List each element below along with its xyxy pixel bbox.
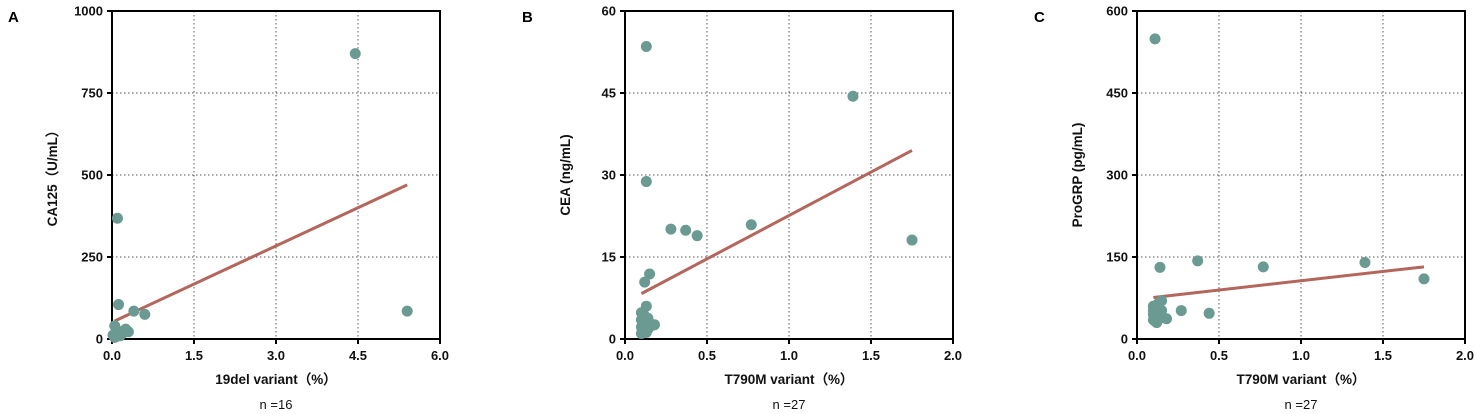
- y-tick-label: 30: [602, 168, 616, 183]
- y-tick-label: 0: [609, 332, 616, 347]
- data-point: [1192, 255, 1204, 267]
- y-tick-label: 500: [81, 168, 103, 183]
- data-point: [1359, 256, 1371, 268]
- x-tick-label: 2.0: [944, 348, 962, 363]
- regression-line: [114, 183, 408, 323]
- data-point: [349, 48, 361, 60]
- sample-size-label: n =16: [260, 397, 293, 412]
- data-point: [120, 323, 132, 335]
- data-point: [1151, 299, 1163, 311]
- data-point: [111, 212, 123, 224]
- data-point: [639, 276, 651, 288]
- x-tick-label: 1.5: [185, 348, 203, 363]
- data-point: [665, 223, 677, 235]
- data-point: [1154, 309, 1166, 321]
- regression-line: [1153, 265, 1425, 299]
- y-axis-label: CA125（U/mL）: [45, 124, 60, 227]
- x-tick-label: 1.5: [862, 348, 880, 363]
- data-point: [1257, 261, 1269, 273]
- y-axis-label: ProGRP (pg/mL): [1070, 123, 1085, 228]
- data-point: [1418, 273, 1430, 285]
- panel-letter: C: [1034, 9, 1045, 26]
- y-tick-label: 0: [1121, 332, 1128, 347]
- x-tick-label: 3.0: [267, 348, 285, 363]
- data-point: [640, 176, 652, 188]
- x-tick-label: 0.5: [1210, 348, 1228, 363]
- data-point: [680, 224, 692, 236]
- panel-c: 0.0 0.5 1.0 1.5 2.0 0 150 300 450 600 T790M varian…: [1034, 4, 1474, 413]
- data-point: [109, 331, 121, 343]
- x-tick-label: 0.0: [1128, 348, 1146, 363]
- y-tick-label: 450: [1106, 86, 1128, 101]
- panel-letter: B: [522, 9, 533, 26]
- data-point: [1149, 33, 1161, 45]
- data-point: [128, 305, 140, 317]
- panel-a: 0.0 1.5 3.0 4.5 6.0 0 250 500 750 1000 19del varia…: [8, 4, 449, 413]
- y-tick-label: 300: [1106, 168, 1128, 183]
- data-point: [644, 268, 656, 280]
- x-axis-label: T790M variant（%）: [1236, 372, 1365, 387]
- y-tick-label: 60: [602, 4, 616, 19]
- x-tick-label: 0.5: [698, 348, 716, 363]
- x-tick-label: 0.0: [103, 348, 121, 363]
- panel-b: 0.0 0.5 1.0 1.5 2.0 0 15 30 45 60 T790M variant（%）…: [522, 4, 962, 413]
- panel-letter: A: [8, 9, 19, 26]
- data-point: [1154, 261, 1166, 273]
- y-tick-label: 1000: [74, 4, 103, 19]
- x-tick-label: 1.5: [1374, 348, 1392, 363]
- y-tick-label: 0: [96, 332, 103, 347]
- data-point: [1203, 307, 1215, 319]
- x-tick-label: 2.0: [1456, 348, 1474, 363]
- x-tick-label: 0.0: [616, 348, 634, 363]
- data-point: [401, 305, 413, 317]
- y-tick-label: 45: [602, 86, 616, 101]
- x-tick-label: 1.0: [780, 348, 798, 363]
- y-tick-label: 250: [81, 250, 103, 265]
- y-tick-label: 750: [81, 86, 103, 101]
- x-tick-label: 6.0: [431, 348, 449, 363]
- x-axis-label: T790M variant（%）: [724, 372, 853, 387]
- data-point: [640, 41, 652, 53]
- y-axis-label: CEA (ng/mL): [558, 134, 573, 215]
- data-point: [847, 90, 859, 102]
- data-point: [645, 320, 657, 332]
- sample-size-label: n =27: [1285, 397, 1318, 412]
- sample-size-label: n =27: [773, 397, 806, 412]
- x-tick-label: 4.5: [349, 348, 367, 363]
- x-axis-label: 19del variant（%）: [215, 372, 337, 387]
- y-tick-label: 150: [1106, 250, 1128, 265]
- data-point: [139, 308, 151, 320]
- regression-line: [640, 149, 913, 295]
- data-point: [1175, 305, 1187, 317]
- data-point: [113, 299, 125, 311]
- data-point: [691, 230, 703, 242]
- data-point: [745, 219, 757, 231]
- x-tick-label: 1.0: [1292, 348, 1310, 363]
- y-tick-label: 15: [602, 250, 616, 265]
- y-tick-label: 600: [1106, 4, 1128, 19]
- data-point: [906, 234, 918, 246]
